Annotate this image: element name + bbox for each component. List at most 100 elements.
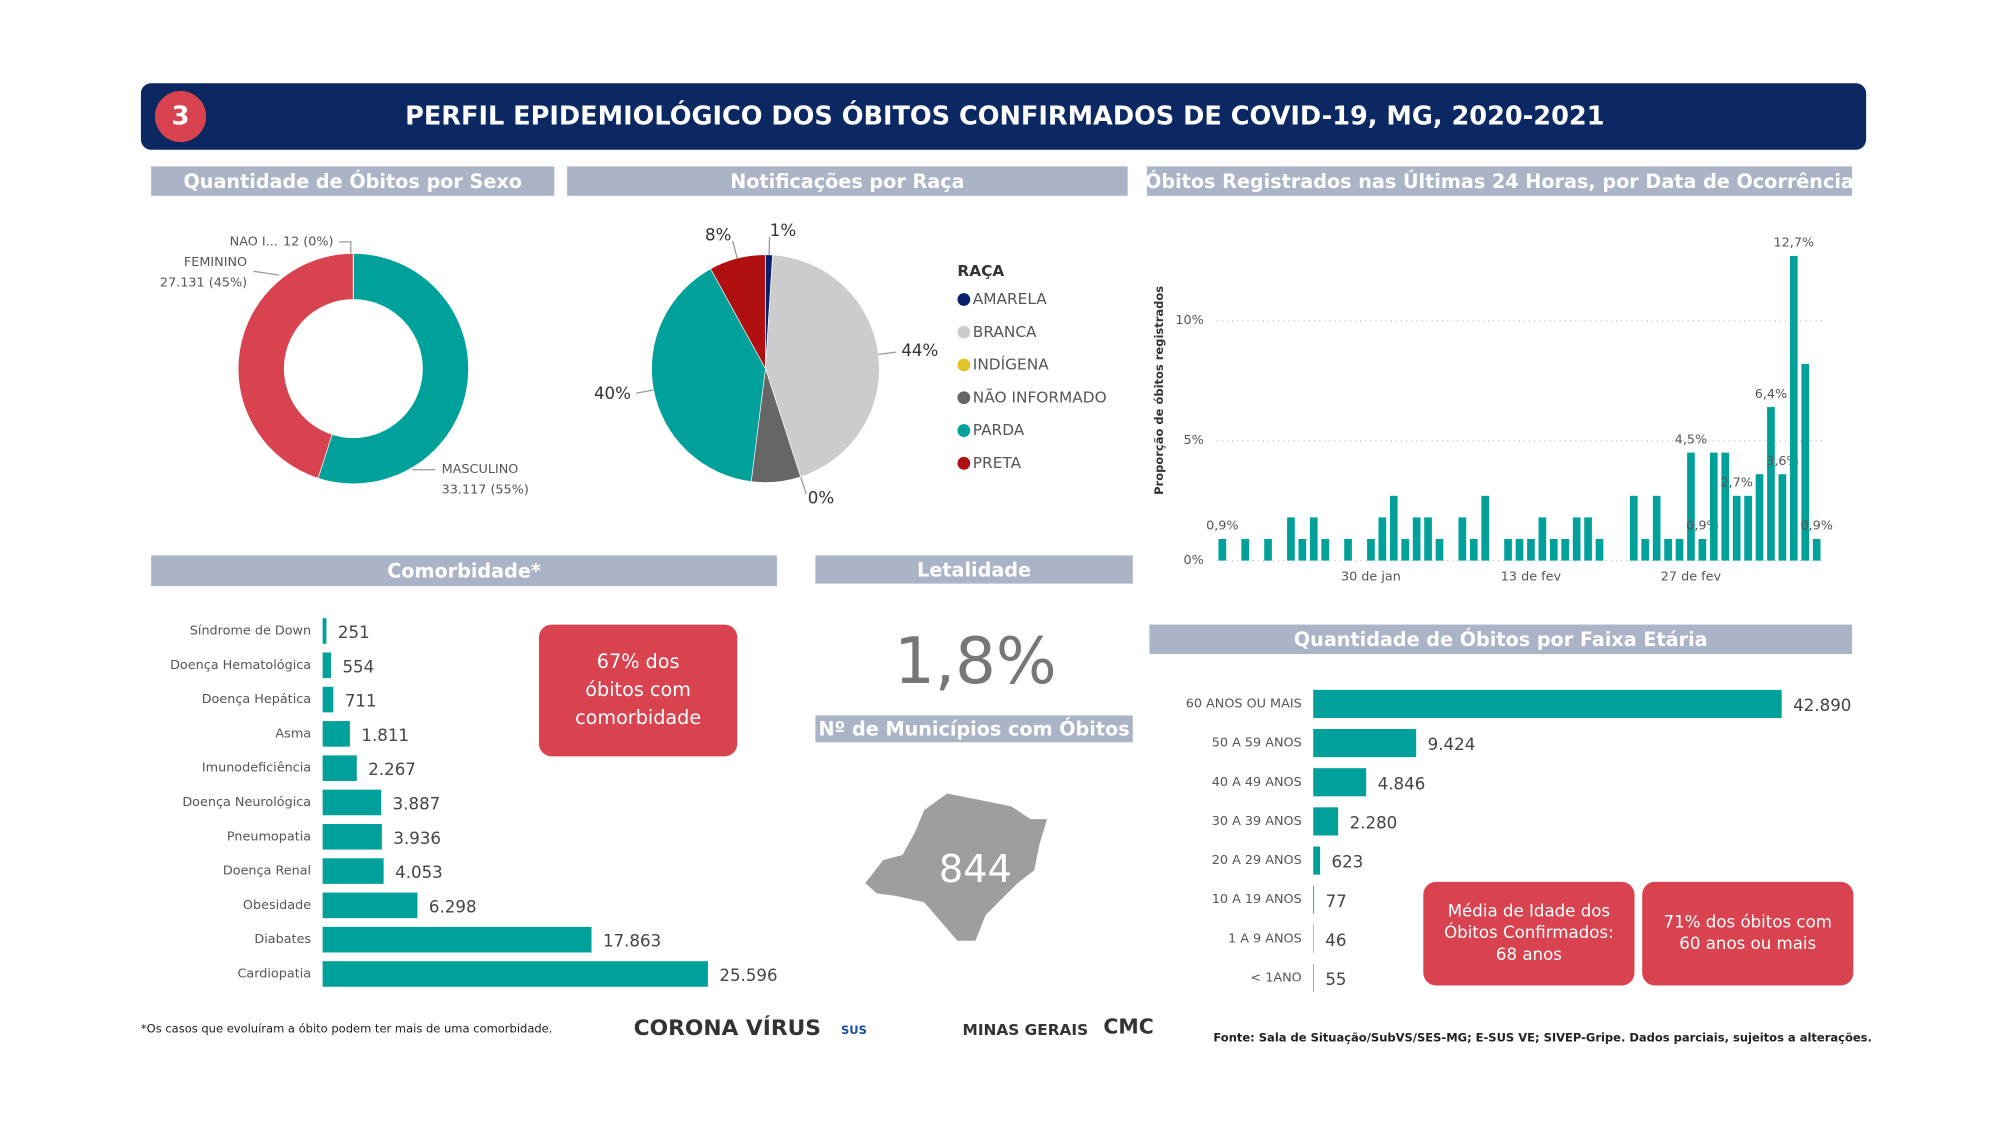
pie-slice (317, 253, 469, 485)
data-label: 12,7% (1773, 236, 1814, 251)
bar (1469, 538, 1478, 561)
bar (1664, 538, 1672, 561)
bar-label: Diabates (254, 932, 311, 947)
bar (322, 652, 331, 679)
data-label: 4,5% (1675, 432, 1707, 447)
section-header (151, 555, 777, 587)
legend-label: PARDA (973, 421, 1025, 439)
bar (322, 618, 327, 644)
bar (1313, 729, 1417, 758)
bar (1298, 538, 1307, 561)
data-label: 251 (338, 623, 370, 642)
legend-title: RAÇA (957, 262, 1004, 280)
slice-value: 12 (0%) (283, 234, 334, 249)
legend-label: PRETA (973, 454, 1022, 472)
bar-label: 1 A 9 ANOS (1228, 931, 1302, 946)
bar (322, 755, 357, 781)
bar (322, 926, 592, 953)
slice-name: FEMININO (184, 255, 247, 270)
bar (1241, 538, 1250, 561)
pie-slice (710, 254, 766, 369)
bar-label: 30 A 39 ANOS (1212, 814, 1302, 829)
bar (1458, 517, 1467, 561)
data-label: 6.298 (429, 897, 477, 916)
bar (1504, 538, 1512, 561)
bar (1481, 495, 1490, 561)
callout-text: óbitos com (585, 678, 691, 701)
slice-value: 44% (901, 341, 938, 360)
callout-text: Óbitos Confirmados: (1444, 923, 1614, 942)
data-label: 4.846 (1378, 774, 1426, 793)
header-bar (140, 83, 1867, 150)
bar-label: Pneumopatia (227, 829, 311, 844)
bar (1527, 538, 1535, 561)
section-title: Notificações por Raça (730, 170, 964, 193)
section-header (815, 555, 1133, 584)
bar (1652, 495, 1661, 561)
leader-line (800, 476, 807, 495)
data-label: 1.811 (361, 726, 409, 745)
bar (322, 721, 350, 747)
data-label: 77 (1326, 892, 1347, 911)
data-label: 42.890 (1793, 696, 1851, 715)
leader-line (635, 389, 654, 394)
section-title: Quantidade de Óbitos por Sexo (184, 169, 522, 193)
bar (1313, 924, 1314, 953)
bar (1313, 846, 1321, 875)
bar (1313, 963, 1314, 993)
pie-slice (237, 253, 354, 479)
bar (1412, 517, 1421, 561)
bar (1313, 689, 1782, 719)
kpi-value: 844 (939, 847, 1012, 892)
pie-slice (765, 254, 880, 478)
section-title: Comorbidade* (387, 560, 541, 583)
x-tick-label: 27 de fev (1661, 570, 1722, 585)
bar-label: 50 A 59 ANOS (1212, 736, 1302, 751)
header-title: PERFIL EPIDEMIOLÓGICO DOS ÓBITOS CONFIRM… (405, 101, 1604, 132)
bar (322, 686, 334, 713)
legend-label: AMARELA (973, 290, 1047, 308)
bar (1812, 538, 1821, 561)
leader-line (253, 270, 280, 276)
bar (1801, 363, 1810, 561)
header-badge (154, 90, 207, 143)
bar (1378, 517, 1387, 561)
bar (1367, 538, 1375, 561)
bar-label: 40 A 49 ANOS (1212, 775, 1302, 790)
bar-label: Doença Neurológica (182, 795, 311, 810)
slice-value: 0% (808, 488, 834, 507)
bar (1595, 538, 1604, 561)
legend-swatch (957, 424, 971, 437)
bar-label: Imunodeficiência (202, 761, 311, 776)
data-label: 6,4% (1755, 387, 1787, 402)
y-tick-label: 5% (1184, 433, 1204, 448)
data-label: 0,9% (1206, 519, 1238, 534)
bar (1789, 255, 1798, 561)
data-label: 46 (1325, 931, 1346, 950)
bar (322, 892, 418, 919)
legend-swatch (957, 456, 971, 470)
data-label: 3.936 (393, 829, 441, 848)
bar (1313, 807, 1339, 836)
bar (1629, 495, 1638, 561)
bar (1572, 517, 1581, 561)
data-label: 4.053 (395, 863, 443, 882)
bar (1709, 452, 1718, 561)
data-label: 3.887 (393, 795, 441, 814)
section-header (151, 166, 555, 196)
bar (1584, 517, 1592, 561)
data-label: 711 (345, 692, 377, 711)
callout-box (1423, 881, 1635, 986)
bar-label: 20 A 29 ANOS (1212, 853, 1302, 868)
data-label: 25.596 (719, 966, 777, 985)
section-header (815, 715, 1133, 743)
bar (1641, 538, 1650, 561)
data-label: 2.280 (1350, 813, 1398, 832)
bar (1561, 538, 1570, 561)
slice-value: 27.131 (45%) (160, 275, 247, 290)
bar (322, 789, 382, 816)
bar (1767, 407, 1775, 561)
logo: MINAS GERAIS (963, 1021, 1089, 1039)
section-header (1149, 624, 1853, 655)
